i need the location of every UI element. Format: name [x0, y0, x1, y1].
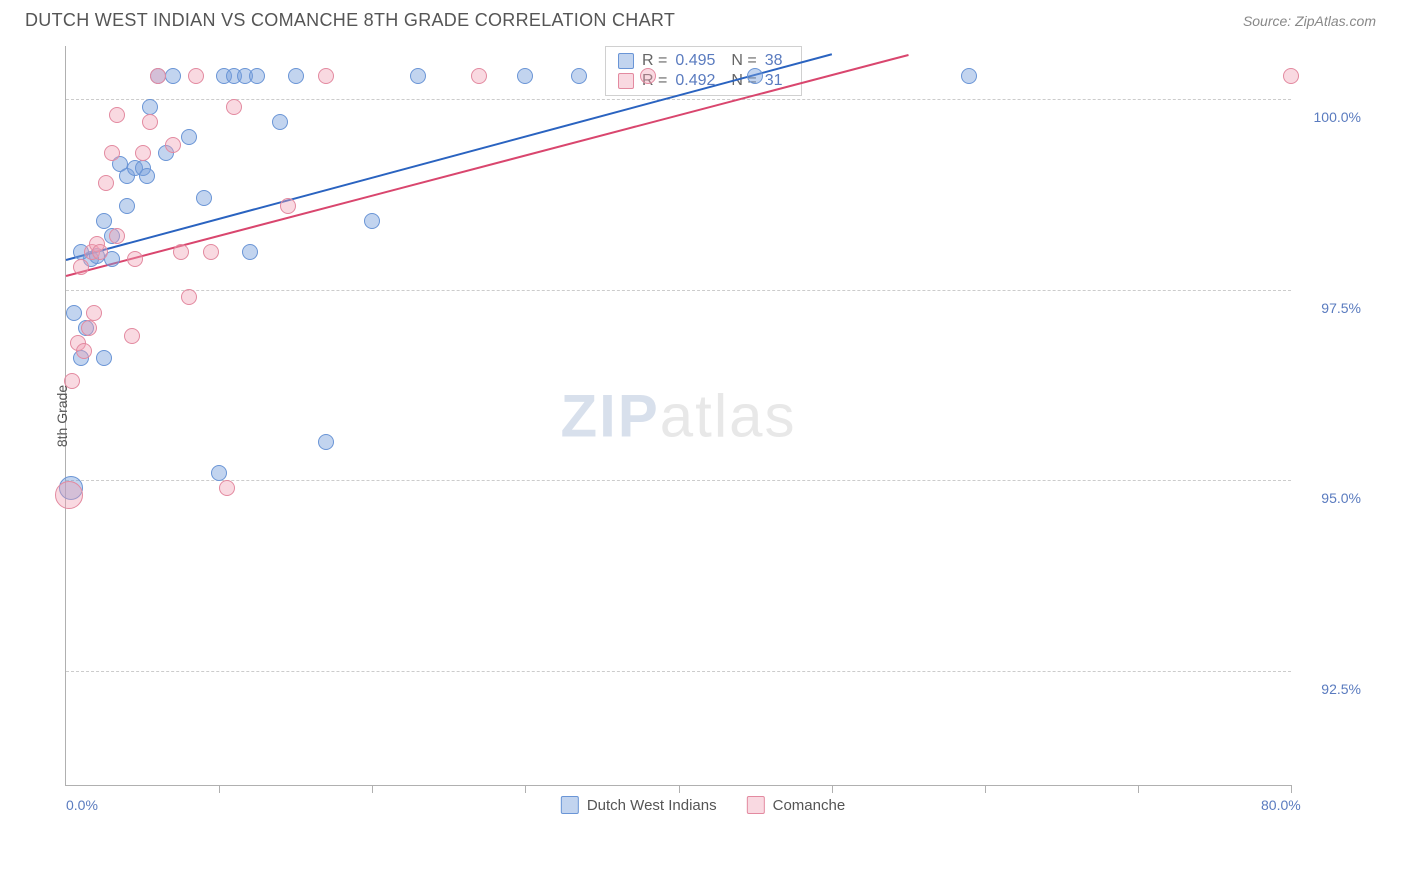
x-tick	[679, 785, 680, 793]
legend-swatch	[561, 796, 579, 814]
data-point	[119, 198, 135, 214]
gridline	[66, 671, 1291, 672]
x-tick	[219, 785, 220, 793]
data-point	[96, 350, 112, 366]
y-tick-label: 92.5%	[1321, 681, 1361, 697]
legend-swatch	[747, 796, 765, 814]
data-point	[219, 480, 235, 496]
data-point	[410, 68, 426, 84]
data-point	[571, 68, 587, 84]
stat-r-label: R =	[642, 52, 667, 70]
watermark-atlas: atlas	[660, 382, 797, 449]
legend-item: Comanche	[747, 796, 846, 814]
data-point	[127, 251, 143, 267]
data-point	[196, 190, 212, 206]
data-point	[226, 99, 242, 115]
x-tick	[372, 785, 373, 793]
header: DUTCH WEST INDIAN VS COMANCHE 8TH GRADE …	[25, 10, 1381, 36]
x-tick-label: 0.0%	[66, 797, 98, 813]
data-point	[1283, 68, 1299, 84]
data-point	[142, 99, 158, 115]
data-point	[96, 213, 112, 229]
data-point	[142, 114, 158, 130]
stat-swatch	[618, 73, 634, 89]
trend-line	[66, 54, 832, 262]
x-tick	[832, 785, 833, 793]
stat-row: R =0.495N =38	[618, 51, 789, 71]
y-tick-label: 95.0%	[1321, 490, 1361, 506]
plot-region: ZIPatlas 8th Grade R =0.495N =38R =0.492…	[65, 46, 1291, 786]
stat-n-label: N =	[731, 52, 756, 70]
legend-label: Comanche	[773, 797, 846, 814]
data-point	[242, 244, 258, 260]
data-point	[517, 68, 533, 84]
data-point	[318, 68, 334, 84]
data-point	[272, 114, 288, 130]
trend-line	[66, 54, 909, 277]
data-point	[165, 68, 181, 84]
data-point	[55, 481, 83, 509]
data-point	[181, 129, 197, 145]
legend: Dutch West Indians Comanche	[561, 796, 845, 814]
data-point	[318, 434, 334, 450]
y-tick-label: 97.5%	[1321, 300, 1361, 316]
data-point	[961, 68, 977, 84]
chart-area: ZIPatlas 8th Grade R =0.495N =38R =0.492…	[25, 36, 1381, 816]
x-tick	[1291, 785, 1292, 793]
data-point	[124, 328, 140, 344]
x-tick	[525, 785, 526, 793]
data-point	[139, 168, 155, 184]
data-point	[86, 305, 102, 321]
stat-swatch	[618, 53, 634, 69]
legend-label: Dutch West Indians	[587, 797, 717, 814]
gridline	[66, 99, 1291, 100]
data-point	[173, 244, 189, 260]
y-tick-label: 100.0%	[1314, 109, 1361, 125]
data-point	[188, 68, 204, 84]
data-point	[64, 373, 80, 389]
data-point	[150, 68, 166, 84]
x-tick-label: 80.0%	[1261, 797, 1301, 813]
data-point	[747, 68, 763, 84]
data-point	[288, 68, 304, 84]
data-point	[181, 289, 197, 305]
legend-item: Dutch West Indians	[561, 796, 717, 814]
watermark: ZIPatlas	[560, 381, 796, 450]
source-label: Source: ZipAtlas.com	[1243, 13, 1376, 29]
data-point	[203, 244, 219, 260]
x-tick	[1138, 785, 1139, 793]
data-point	[76, 343, 92, 359]
chart-container: DUTCH WEST INDIAN VS COMANCHE 8TH GRADE …	[0, 0, 1406, 892]
stat-r-value: 0.495	[675, 52, 723, 70]
data-point	[109, 228, 125, 244]
data-point	[211, 465, 227, 481]
stat-r-value: 0.492	[675, 72, 723, 90]
watermark-zip: ZIP	[560, 382, 659, 449]
x-tick	[985, 785, 986, 793]
data-point	[92, 244, 108, 260]
data-point	[66, 305, 82, 321]
data-point	[640, 68, 656, 84]
data-point	[73, 259, 89, 275]
data-point	[280, 198, 296, 214]
y-axis-title: 8th Grade	[54, 384, 70, 446]
gridline	[66, 290, 1291, 291]
data-point	[81, 320, 97, 336]
data-point	[98, 175, 114, 191]
data-point	[104, 145, 120, 161]
data-point	[165, 137, 181, 153]
chart-title: DUTCH WEST INDIAN VS COMANCHE 8TH GRADE …	[25, 10, 675, 31]
data-point	[109, 107, 125, 123]
data-point	[364, 213, 380, 229]
data-point	[471, 68, 487, 84]
gridline	[66, 480, 1291, 481]
data-point	[135, 145, 151, 161]
data-point	[249, 68, 265, 84]
